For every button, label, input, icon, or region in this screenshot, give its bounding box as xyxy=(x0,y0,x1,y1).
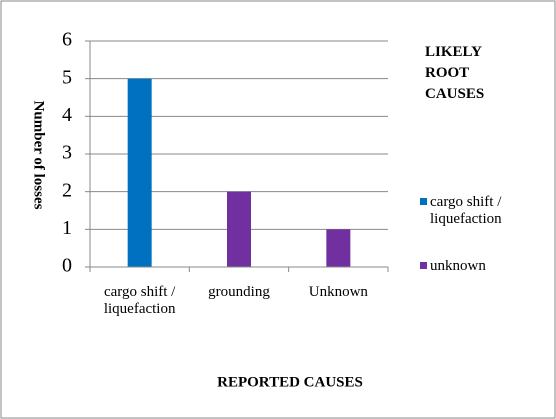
x-tick-label: Unknown xyxy=(308,284,368,300)
x-tick-label: cargo shift / liquefaction xyxy=(103,284,176,317)
legend-label: cargo shift / liquefaction xyxy=(430,194,502,227)
y-tick-label: 6 xyxy=(62,29,72,51)
y-tick-label: 4 xyxy=(62,104,72,126)
x-axis-title: REPORTED CAUSES xyxy=(217,374,363,390)
legend-label: unknown xyxy=(430,258,486,274)
y-tick-label: 2 xyxy=(62,179,72,201)
y-tick-label: 0 xyxy=(62,255,72,277)
bar xyxy=(227,191,251,267)
legend-title: LIKELY ROOT CAUSES xyxy=(425,44,485,102)
x-tick-label: grounding xyxy=(208,284,270,300)
bar xyxy=(326,229,351,267)
legend-swatch xyxy=(420,262,427,269)
bar xyxy=(127,78,152,268)
legend-swatch xyxy=(420,198,427,205)
y-tick-label: 5 xyxy=(62,66,72,88)
y-axis-title: Number of losses xyxy=(31,101,47,210)
y-tick-label: 1 xyxy=(62,217,72,239)
y-tick-label: 3 xyxy=(62,142,72,164)
